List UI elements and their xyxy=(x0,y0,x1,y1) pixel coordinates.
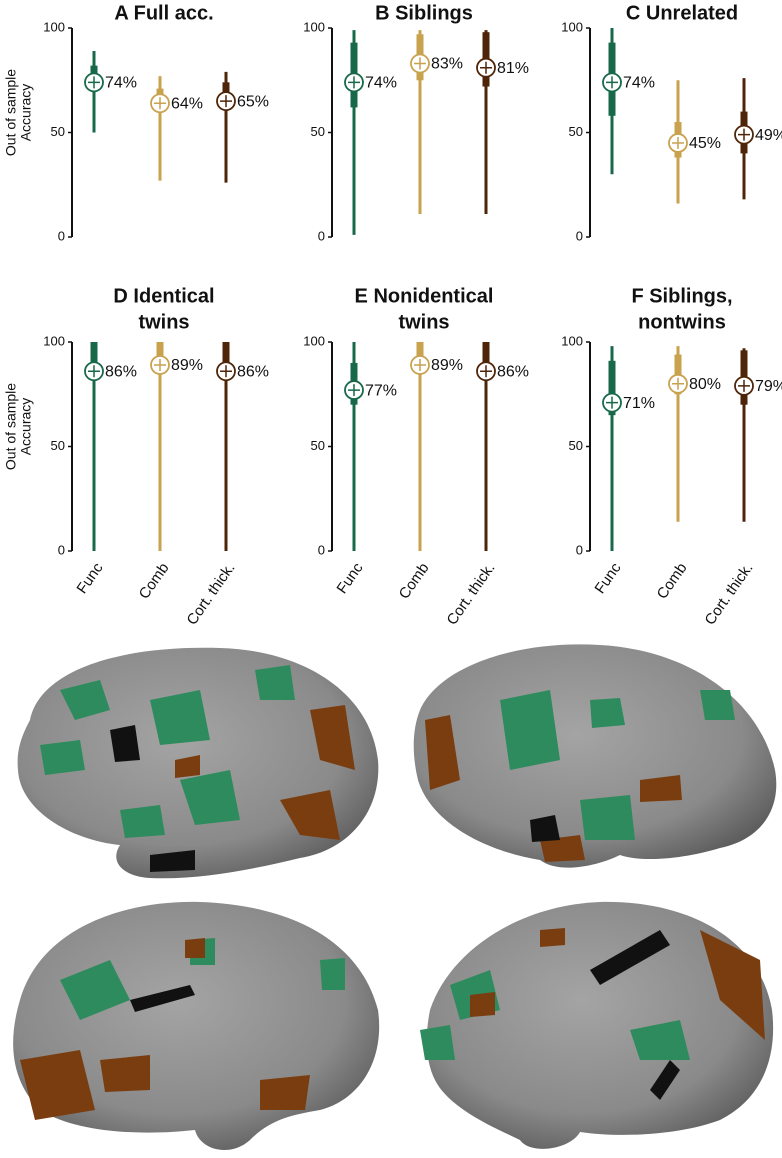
median-cross xyxy=(348,384,360,397)
y-tick-label: 0 xyxy=(58,228,65,243)
value-label: 86% xyxy=(237,363,269,380)
x-tick-label: Cort. thick. xyxy=(701,560,756,628)
y-axis-label: Out of sample xyxy=(3,69,19,156)
median-cross xyxy=(220,365,232,378)
value-label: 81% xyxy=(497,60,529,77)
green-regions xyxy=(40,665,735,1060)
y-tick-label: 100 xyxy=(43,333,65,348)
x-tick-label: Cort. thick. xyxy=(183,560,238,628)
brain-medial-right xyxy=(426,901,774,1149)
median-cross xyxy=(220,95,232,108)
median-cross xyxy=(738,128,750,141)
y-tick-label: 100 xyxy=(303,333,325,348)
value-label: 86% xyxy=(105,363,137,380)
panel-title: E Nonidentical xyxy=(355,285,494,307)
x-tick-label: Func xyxy=(591,559,624,596)
panel-title: nontwins xyxy=(638,311,726,333)
y-tick-label: 100 xyxy=(561,19,583,34)
median-cross xyxy=(154,358,166,371)
x-tick-label: Func xyxy=(73,559,106,596)
black-regions xyxy=(110,725,680,1100)
y-tick-label: 100 xyxy=(43,19,65,34)
y-tick-label: 0 xyxy=(58,542,65,557)
panel-title: C Unrelated xyxy=(626,2,738,24)
median-cross xyxy=(414,358,426,371)
panel: A Full acc. Out of sample Accuracy 0 50 100 74… xyxy=(3,2,269,243)
value-label: 86% xyxy=(497,363,529,380)
panel-title: D Identical xyxy=(113,285,214,307)
median-cross xyxy=(738,379,750,392)
y-tick-label: 50 xyxy=(51,124,65,139)
x-tick-label: Comb xyxy=(136,560,173,603)
median-cross xyxy=(348,76,360,89)
value-label: 89% xyxy=(171,357,203,374)
box xyxy=(608,360,616,416)
median-cross xyxy=(606,396,618,409)
y-tick-label: 0 xyxy=(576,228,583,243)
x-tick-label: Comb xyxy=(396,560,433,603)
y-tick-label: 0 xyxy=(318,542,325,557)
median-cross xyxy=(414,57,426,70)
median-cross xyxy=(606,76,618,89)
box xyxy=(90,342,98,376)
panel-title: twins xyxy=(398,311,449,333)
brown-regions xyxy=(20,705,765,1120)
y-tick-label: 50 xyxy=(51,438,65,453)
panel-title: F Siblings, xyxy=(631,285,732,307)
value-label: 65% xyxy=(237,93,269,110)
value-label: 64% xyxy=(171,95,203,112)
x-tick-label: Comb xyxy=(654,560,691,603)
y-tick-label: 50 xyxy=(311,438,325,453)
median-cross xyxy=(672,136,684,149)
panel: E Nonidentical twins 0 50 100 77% Func 89% Comb 8… xyxy=(303,285,529,628)
value-label: 77% xyxy=(365,382,397,399)
value-label: 74% xyxy=(365,75,397,92)
panel-title: twins xyxy=(138,311,189,333)
median-cross xyxy=(480,365,492,378)
x-tick-label: Cort. thick. xyxy=(443,560,498,628)
median-cross xyxy=(480,61,492,74)
value-label: 74% xyxy=(105,75,137,92)
panel: B Siblings 0 50 100 74% 83% 81% xyxy=(303,2,529,243)
panel-title: B Siblings xyxy=(375,2,473,24)
value-label: 49% xyxy=(755,127,782,144)
brain-renderings xyxy=(13,644,777,1151)
box xyxy=(482,342,490,380)
value-label: 83% xyxy=(431,56,463,73)
x-tick-label: Func xyxy=(333,559,366,596)
median-cross xyxy=(88,76,100,89)
box xyxy=(222,342,230,376)
value-label: 80% xyxy=(689,376,721,393)
median-cross xyxy=(154,97,166,110)
value-label: 45% xyxy=(689,135,721,152)
y-axis-label: Out of sample xyxy=(3,383,19,470)
y-tick-label: 50 xyxy=(311,124,325,139)
box xyxy=(156,342,164,368)
panel-title: A Full acc. xyxy=(114,2,213,24)
y-tick-label: 100 xyxy=(561,333,583,348)
median-cross xyxy=(88,365,100,378)
y-tick-label: 0 xyxy=(318,228,325,243)
panel: F Siblings, nontwins 0 50 100 71% Func 80% Comb 7… xyxy=(561,285,782,628)
y-tick-label: 50 xyxy=(569,438,583,453)
y-axis-label: Accuracy xyxy=(18,84,34,142)
value-label: 89% xyxy=(431,357,463,374)
panel: C Unrelated 0 50 100 74% 45% 49% xyxy=(561,2,782,243)
value-label: 71% xyxy=(623,395,655,412)
value-label: 74% xyxy=(623,75,655,92)
y-tick-label: 50 xyxy=(569,124,583,139)
panel: D Identical twins Out of sample Accuracy 0 50… xyxy=(3,285,269,628)
y-tick-label: 100 xyxy=(303,19,325,34)
median-cross xyxy=(672,377,684,390)
y-axis-label: Accuracy xyxy=(18,398,34,456)
y-tick-label: 0 xyxy=(576,542,583,557)
value-label: 79% xyxy=(755,378,782,395)
